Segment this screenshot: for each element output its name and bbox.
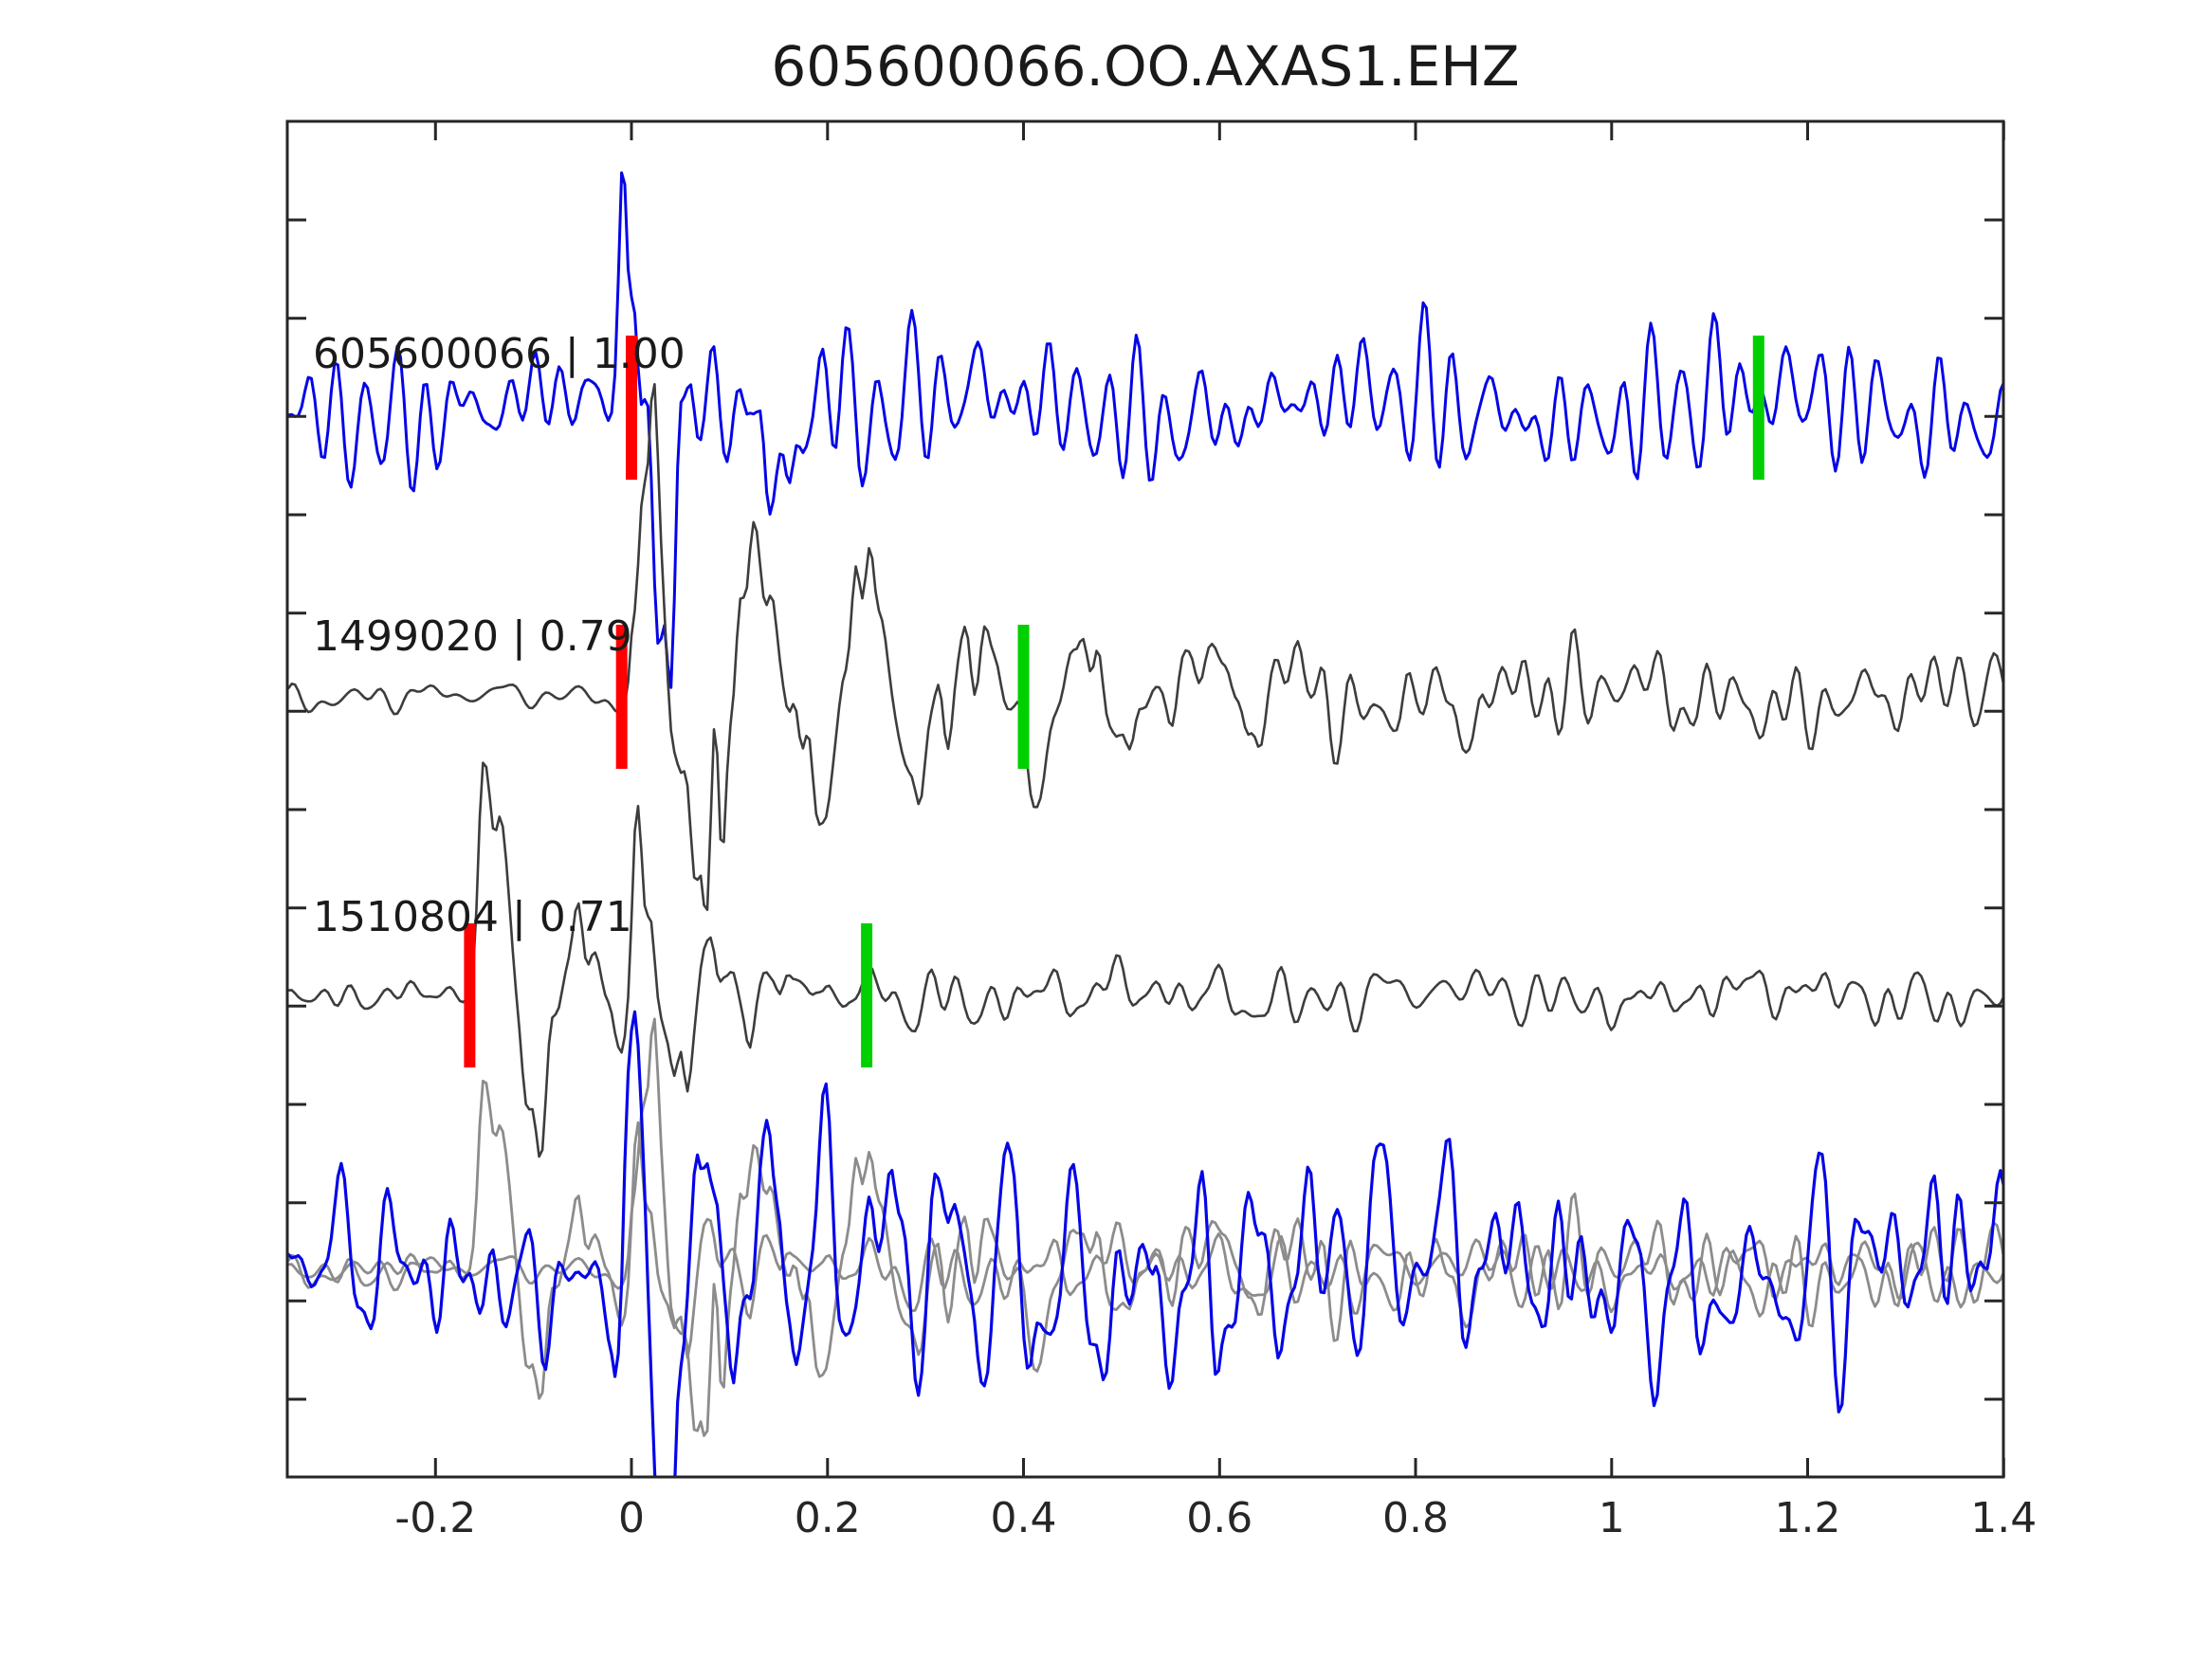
seismogram-trace-0 [287, 171, 2003, 689]
trace-label-1: 1499020 | 0.79 [313, 612, 632, 661]
x-tick-labels-group: -0.2 0 0.2 0.4 0.6 0.8 1 1.2 1.4 [394, 1494, 2037, 1542]
x-tick-label: 1.2 [1775, 1494, 1841, 1542]
green-pick-marker-2 [861, 923, 873, 1067]
x-tick-label: 0.8 [1382, 1494, 1449, 1542]
red-pick-marker-2 [464, 923, 476, 1067]
axis-ticks-group [287, 121, 2005, 1477]
x-tick-label: 0.2 [795, 1494, 861, 1542]
x-tick-label: 1.4 [1970, 1494, 2037, 1542]
x-tick-label: 0 [618, 1494, 645, 1542]
overlay-trace-1 [287, 1017, 2003, 1437]
plot-frame [285, 119, 2005, 1479]
trace-label-0: 605600066 | 1.00 [313, 330, 686, 378]
traces-group [287, 171, 2003, 1477]
pick-markers-group [464, 336, 1764, 1067]
x-tick-label: 0.6 [1186, 1494, 1252, 1542]
x-tick-label: 0.4 [991, 1494, 1057, 1542]
red-pick-marker-0 [626, 336, 637, 480]
figure-title: 605600066.OO.AXAS1.EHZ [771, 34, 1519, 99]
x-tick-label: -0.2 [394, 1494, 476, 1542]
red-pick-marker-1 [615, 625, 628, 769]
x-tick-label: 1 [1599, 1494, 1625, 1542]
seismogram-trace-2 [287, 761, 2003, 1158]
overlay-trace-2 [287, 1010, 2003, 1477]
seismogram-trace-1 [287, 382, 2003, 912]
green-pick-marker-0 [1752, 336, 1764, 480]
trace-label-2: 1510804 | 0.71 [313, 893, 632, 941]
green-pick-marker-1 [1017, 625, 1030, 769]
